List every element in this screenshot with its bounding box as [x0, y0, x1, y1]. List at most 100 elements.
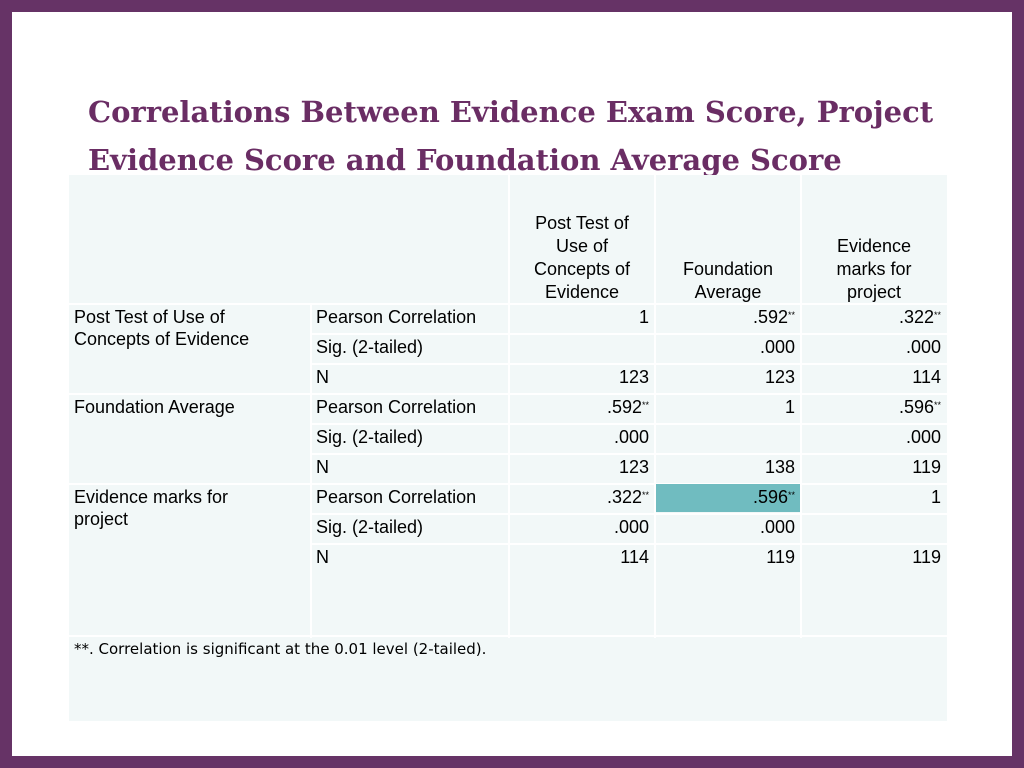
column-header-line: Foundation [682, 259, 774, 279]
cell-value: 138 [764, 457, 795, 477]
row-divider [311, 363, 947, 365]
cell-value: .000 [613, 517, 649, 537]
value-cell: 1 [802, 484, 946, 512]
column-header: Evidence marks for project [801, 235, 947, 304]
cell-value: .592 [752, 307, 788, 327]
value-cell: .592** [510, 394, 654, 422]
slide-title: Correlations Between Evidence Exam Score… [88, 88, 988, 184]
value-cell: .000 [802, 424, 946, 452]
row-group-label-line: Concepts of Evidence [74, 329, 250, 349]
cell-value: .000 [905, 427, 941, 447]
column-divider [310, 304, 312, 638]
column-header-line: Concepts of [533, 259, 631, 279]
column-header-line: project [846, 282, 902, 302]
significance-marker: ** [787, 490, 795, 500]
value-cell: 1 [510, 304, 654, 332]
column-header: Foundation Average [655, 258, 801, 304]
cell-value: .322 [606, 487, 642, 507]
value-cell: 123 [510, 364, 654, 392]
row-group-label: Evidence marks for project [69, 486, 311, 530]
value-cell: .000 [656, 514, 800, 542]
cell-value: 119 [912, 547, 941, 567]
column-divider [654, 175, 656, 638]
correlations-table: Post Test of Use of Concepts of Evidence Fou… [69, 175, 947, 721]
value-cell: .000 [510, 424, 654, 452]
cell-value: .000 [905, 337, 941, 357]
column-header: Post Test of Use of Concepts of Evidence [509, 212, 655, 304]
cell-value: 1 [930, 487, 941, 507]
cell-value: 1 [784, 397, 795, 417]
stat-label: Pearson Correlation [316, 307, 477, 327]
significance-marker: ** [933, 310, 941, 320]
cell-value: .322 [898, 307, 934, 327]
column-header-line: Use of [555, 236, 609, 256]
row-divider [311, 513, 947, 515]
title-line-1: Correlations Between Evidence Exam Score… [88, 95, 934, 129]
column-header-line: marks for [836, 259, 912, 279]
row-group-label: Post Test of Use of Concepts of Evidence [69, 306, 311, 350]
value-cell: 119 [656, 544, 800, 572]
significance-marker: ** [933, 400, 941, 410]
column-divider [800, 175, 802, 638]
group-divider [69, 303, 947, 305]
value-cell: .322** [802, 304, 946, 332]
value-cell: 1 [656, 394, 800, 422]
value-cell-highlighted: .596** [656, 484, 800, 512]
row-group-label-line: Evidence marks for [74, 487, 229, 507]
column-header-line: Evidence [544, 282, 620, 302]
stat-label: N [316, 547, 329, 567]
value-cell: 114 [802, 364, 946, 392]
value-cell: 123 [510, 454, 654, 482]
column-divider [508, 175, 510, 638]
row-divider [311, 423, 947, 425]
column-header-line: Evidence [836, 236, 912, 256]
value-cell: 114 [510, 544, 654, 572]
cell-value: 114 [620, 547, 649, 567]
stat-label: Pearson Correlation [316, 487, 477, 507]
row-group-label: Foundation Average [69, 396, 311, 418]
value-cell: 123 [656, 364, 800, 392]
cell-value: .000 [613, 427, 649, 447]
value-cell: .000 [802, 334, 946, 362]
row-divider [311, 453, 947, 455]
row-divider [311, 543, 947, 545]
cell-value: .000 [759, 517, 795, 537]
value-cell [510, 334, 654, 362]
cell-value: 119 [912, 457, 941, 477]
value-cell [656, 424, 800, 452]
table-footnote: **. Correlation is significant at the 0.… [74, 640, 487, 658]
group-divider [69, 393, 947, 395]
cell-value: .592 [606, 397, 642, 417]
value-cell: 119 [802, 544, 946, 572]
stat-label: N [316, 457, 329, 477]
cell-value: .596 [898, 397, 934, 417]
value-cell: .000 [656, 334, 800, 362]
cell-value: 123 [618, 457, 649, 477]
cell-value: 119 [766, 547, 795, 567]
title-line-2: Evidence Score and Foundation Average Sc… [88, 143, 842, 177]
row-divider [311, 333, 947, 335]
stat-label: Sig. (2-tailed) [316, 517, 424, 537]
value-cell: .592** [656, 304, 800, 332]
stat-label: N [316, 367, 329, 387]
cell-value: 1 [638, 307, 649, 327]
value-cell: .322** [510, 484, 654, 512]
row-group-label-line: Foundation Average [74, 397, 235, 417]
column-header-line: Average [694, 282, 762, 302]
significance-marker: ** [641, 400, 649, 410]
value-cell: 119 [802, 454, 946, 482]
value-cell: .596** [802, 394, 946, 422]
cell-value: 123 [618, 367, 649, 387]
cell-value: 123 [764, 367, 795, 387]
value-cell [802, 514, 946, 542]
significance-marker: ** [641, 490, 649, 500]
cell-value: 114 [912, 367, 941, 387]
column-header-line: Post Test of [535, 213, 629, 233]
stat-label: Sig. (2-tailed) [316, 337, 424, 357]
footnote-divider [69, 635, 947, 637]
row-group-label-line: Post Test of Use of [74, 307, 225, 327]
stat-label: Sig. (2-tailed) [316, 427, 424, 447]
stat-label: Pearson Correlation [316, 397, 477, 417]
significance-marker: ** [787, 310, 795, 320]
cell-value: .000 [759, 337, 795, 357]
